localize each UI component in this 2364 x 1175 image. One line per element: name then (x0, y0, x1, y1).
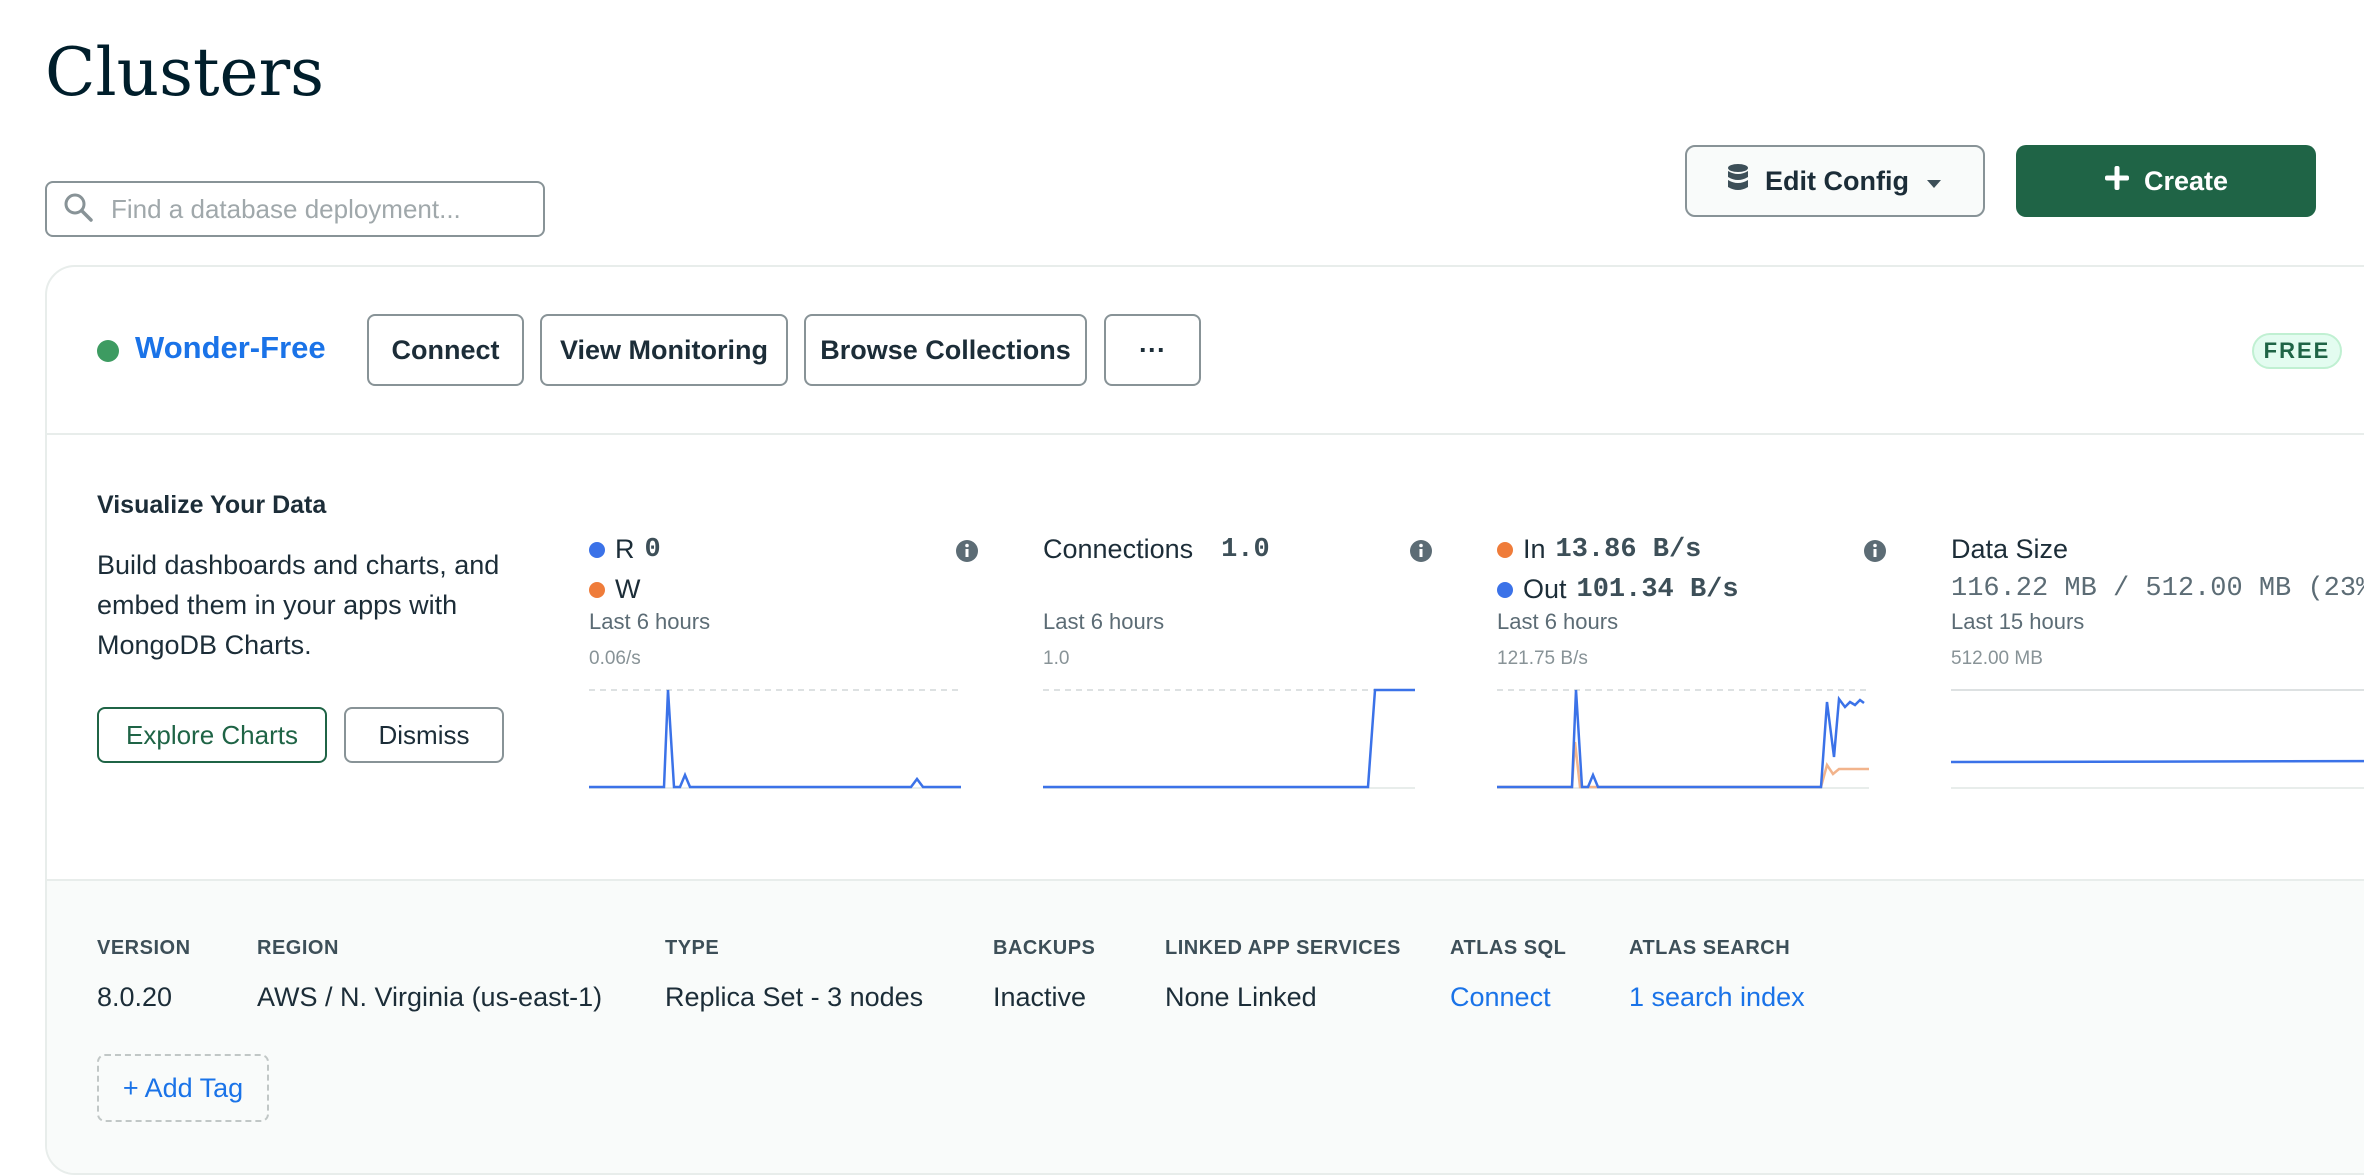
info-icon[interactable] (1863, 539, 1887, 563)
status-dot (97, 340, 119, 362)
connections-value: 1.0 (1221, 534, 1270, 565)
cluster-name-link[interactable]: Wonder-Free (135, 330, 326, 365)
connections-label: Connections (1043, 534, 1194, 564)
cluster-card-header: Wonder-Free Connect View Monitoring Brow… (47, 267, 2364, 435)
type-value: Replica Set - 3 nodes (665, 982, 924, 1012)
out-value: 101.34 B/s (1576, 574, 1739, 605)
rw-y-max: 0.06/s (589, 648, 641, 669)
search-icon (61, 190, 95, 229)
in-legend-dot (1497, 541, 1513, 558)
data-size-label: Data Size (1951, 534, 2069, 564)
edit-config-button[interactable]: Edit Config (1685, 145, 1985, 217)
connections-sparkline (1043, 688, 1415, 789)
view-monitoring-button[interactable]: View Monitoring (540, 314, 788, 386)
r-legend-dot (589, 541, 605, 558)
in-label: In (1523, 534, 1546, 564)
page-title: Clusters (45, 34, 324, 111)
caret-down-icon (1925, 166, 1943, 197)
database-icon (1727, 163, 1749, 200)
data-size-metric[interactable]: Data Size 116.22 MB / 512.00 MB (23%) La… (1951, 534, 2364, 789)
visualize-title: Visualize Your Data (97, 491, 327, 519)
search-input[interactable] (95, 183, 543, 235)
visualize-description: Build dashboards and charts, and embed t… (97, 550, 500, 660)
connections-period: Last 6 hours (1043, 609, 1165, 634)
add-tag-button[interactable]: + Add Tag (97, 1054, 269, 1122)
info-icon[interactable] (1409, 539, 1433, 563)
atlas-sql-label: ATLAS SQL (1450, 937, 1567, 959)
more-options-button[interactable]: ··· (1104, 314, 1201, 386)
backups-value: Inactive (993, 982, 1087, 1012)
connections-y-max: 1.0 (1043, 648, 1070, 669)
create-button[interactable]: Create (2016, 145, 2316, 217)
type-label: TYPE (665, 937, 720, 959)
in-value: 13.86 B/s (1555, 534, 1702, 565)
network-metric[interactable]: In 13.86 B/s Out 101.34 B/s Last 6 hours… (1497, 534, 1886, 789)
dismiss-button[interactable]: Dismiss (344, 707, 504, 763)
atlas-search-index-link[interactable]: 1 search index (1629, 982, 1805, 1012)
tier-badge: FREE (2252, 333, 2342, 369)
backups-label: BACKUPS (993, 937, 1096, 959)
atlas-sql-connect-link[interactable]: Connect (1450, 982, 1551, 1012)
network-y-max: 121.75 B/s (1497, 648, 1588, 669)
data-size-value: 116.22 MB / 512.00 MB (23%) (1951, 574, 2364, 604)
info-icon[interactable] (955, 539, 979, 563)
w-legend-dot (589, 581, 605, 598)
search-box[interactable] (45, 181, 545, 237)
linked-app-services-label: LINKED APP SERVICES (1165, 937, 1401, 959)
data-size-y-max: 512.00 MB (1951, 648, 2043, 669)
out-legend-dot (1497, 581, 1513, 598)
network-sparkline (1497, 689, 1869, 789)
cluster-details-footer (47, 879, 2364, 1173)
data-size-sparkline (1951, 689, 2364, 789)
plus-icon (2104, 165, 2130, 198)
atlas-search-label: ATLAS SEARCH (1629, 937, 1791, 959)
connect-button[interactable]: Connect (367, 314, 524, 386)
data-size-period: Last 15 hours (1951, 609, 2085, 634)
network-period: Last 6 hours (1497, 609, 1619, 634)
region-label: REGION (257, 937, 339, 959)
edit-config-label: Edit Config (1765, 165, 1909, 196)
rw-metric[interactable]: R 0 W Last 6 hours 0.06/s (589, 534, 978, 789)
version-value: 8.0.20 (97, 982, 173, 1012)
linked-app-services-value: None Linked (1165, 982, 1317, 1012)
rw-sparkline (589, 689, 961, 789)
region-value: AWS / N. Virginia (us-east-1) (257, 982, 603, 1012)
w-label: W (615, 574, 641, 604)
r-label: R (615, 534, 635, 564)
browse-collections-button[interactable]: Browse Collections (804, 314, 1087, 386)
version-label: VERSION (97, 937, 191, 959)
r-value: 0 (644, 534, 661, 565)
cluster-card: Wonder-Free Connect View Monitoring Brow… (45, 265, 2364, 1175)
connections-metric[interactable]: Connections 1.0 Last 6 hours 1.0 (1043, 534, 1432, 789)
out-label: Out (1523, 574, 1567, 604)
rw-period: Last 6 hours (589, 609, 711, 634)
create-label: Create (2143, 165, 2229, 196)
explore-charts-button[interactable]: Explore Charts (97, 707, 327, 763)
